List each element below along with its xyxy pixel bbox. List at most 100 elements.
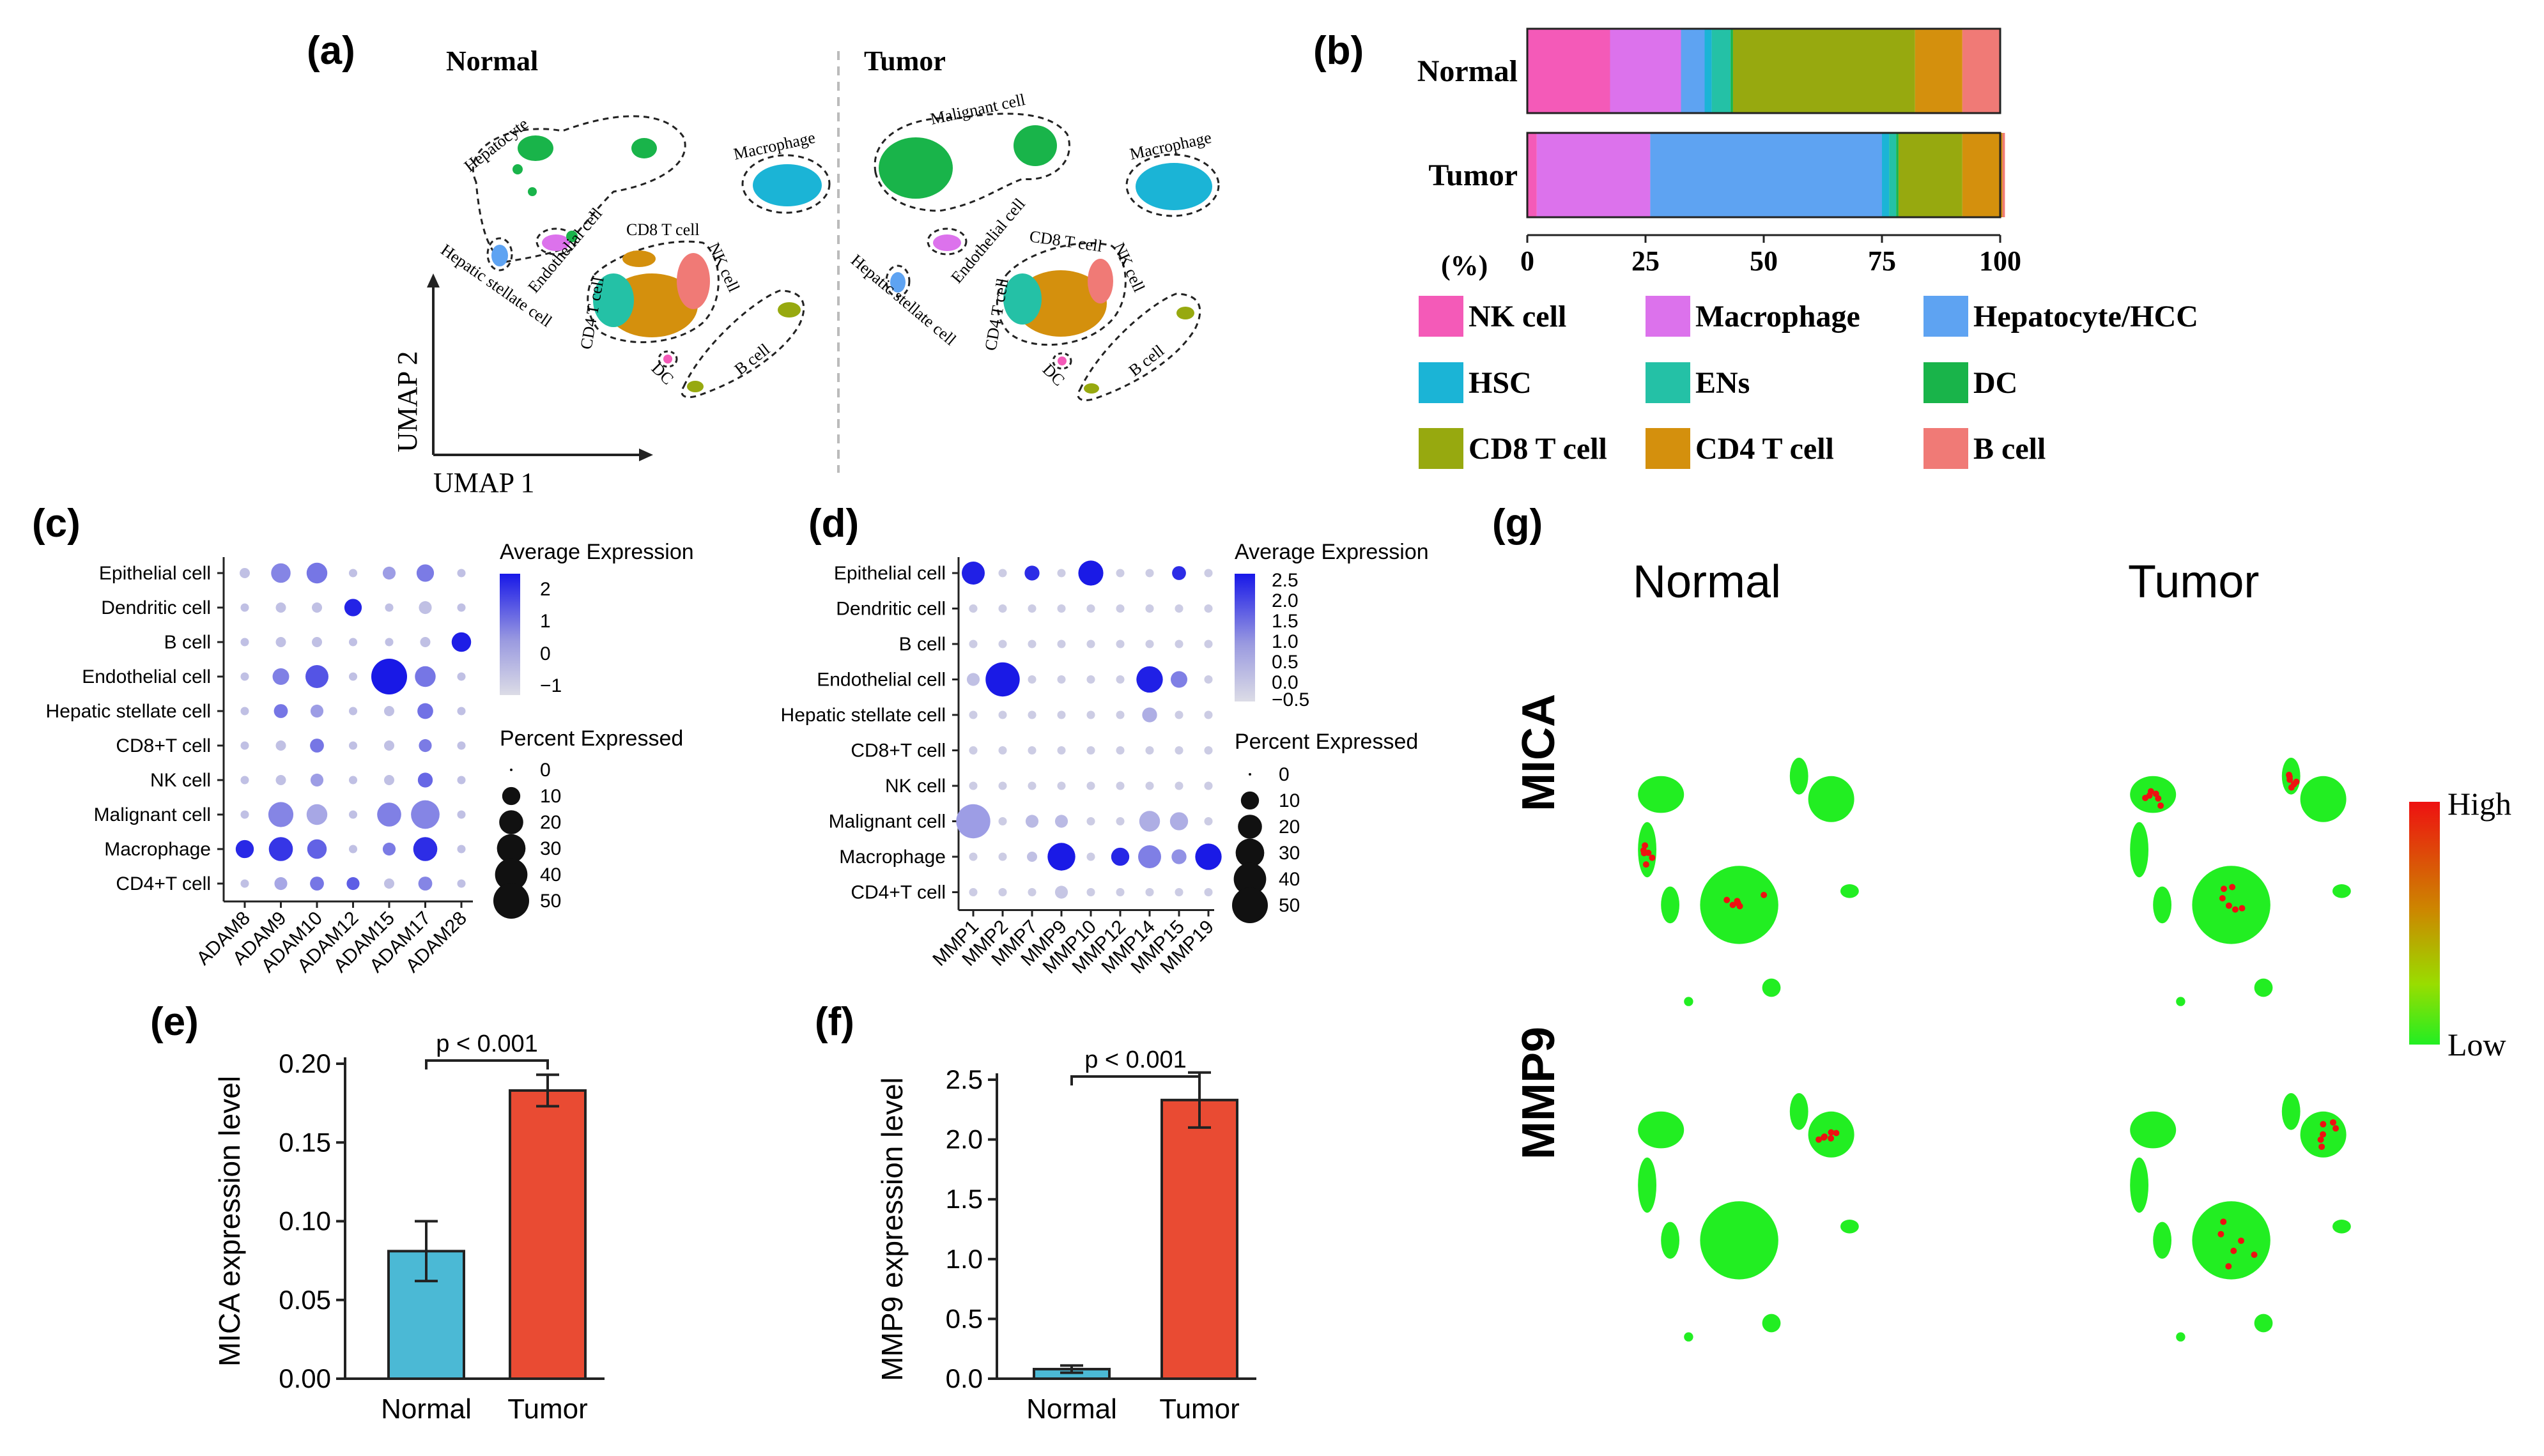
dot-mmp10-0	[1078, 560, 1104, 586]
dot-mmp1-1	[969, 604, 978, 613]
dot-mmp15-9	[1175, 887, 1183, 897]
dot-adam28-0	[457, 569, 466, 578]
umap-cluster	[2300, 776, 2347, 822]
legend-swatch-ens	[1646, 362, 1690, 403]
dot-row-label: Macrophage	[839, 847, 946, 868]
panel-c-expr-title: Average Expression	[500, 540, 694, 564]
dot-mmp1-3	[966, 673, 980, 686]
panel-d-expr-title: Average Expression	[1235, 540, 1429, 564]
panel-d-expr-tick-0: 2.5	[1272, 570, 1299, 591]
dot-mmp15-2	[1175, 640, 1183, 648]
dot-mmp14-4	[1142, 707, 1157, 723]
pct-legend-label: 10	[1279, 790, 1300, 811]
dot-mmp2-7	[998, 816, 1007, 826]
bar-y-tick-label: 0.05	[279, 1285, 331, 1315]
umap-high-cell	[2146, 792, 2153, 799]
umap-cluster	[1638, 822, 1657, 878]
dot-adam15-6	[384, 775, 394, 785]
bar-seg-tumor-dc	[1896, 133, 1899, 217]
umap-high-cell	[2229, 884, 2236, 891]
dot-adam15-8	[382, 842, 396, 856]
dot-mmp14-0	[1145, 569, 1154, 578]
pct-legend-label: 20	[1279, 816, 1300, 838]
endothelial-dot	[566, 231, 578, 242]
bar-seg-tumor-ens	[1889, 133, 1897, 217]
panel-c-dotplot: Epithelial cell Dendritic cell B cell Endot…	[46, 557, 473, 977]
umap-high-cell	[2332, 1125, 2340, 1132]
t-dc-outline	[1052, 352, 1072, 370]
panel-b-axis: 0 25 50 75 100	[1520, 234, 2021, 277]
dot-row-label: NK cell	[150, 770, 211, 791]
umap2-label: UMAP 2	[392, 351, 423, 452]
panel-b-legend: NK cell Macrophage Hepatocyte/HCC HSC ENs DC C…	[1419, 296, 2198, 469]
dot-mmp1-6	[969, 781, 978, 790]
dot-mmp2-9	[998, 887, 1007, 897]
bar-y-tick-label: 0.15	[279, 1127, 331, 1157]
panel-d-expr-tick-3: 1.0	[1272, 631, 1299, 652]
dot-adam28-7	[457, 810, 466, 819]
bcell-cluster-2	[687, 381, 704, 392]
dot-adam9-0	[271, 563, 291, 583]
bar-label-tumor: Tumor	[1428, 158, 1518, 192]
bar-seg-tumor-cd4	[1962, 133, 2003, 217]
normal-nk-label: NK cell	[705, 240, 744, 295]
dot-mmp2-8	[998, 852, 1007, 861]
bar-y-tick-label: 0.20	[279, 1048, 331, 1078]
panel-b-bars: Normal Tumor	[1417, 27, 2005, 218]
dot-mmp1-9	[969, 887, 978, 897]
umap-high-cell	[2225, 1263, 2232, 1270]
dot-row-label: CD8+T cell	[851, 740, 946, 762]
panel-d-expr-tick-5: 0.0	[1272, 672, 1299, 693]
umap-cluster	[1638, 1157, 1657, 1213]
dot-mmp19-8	[1195, 843, 1222, 870]
umap-cluster	[1789, 1093, 1808, 1130]
tumor-malignant-label: Malignant cell	[929, 90, 1027, 128]
dot-adam28-6	[457, 776, 466, 785]
dot-adam8-2	[240, 638, 249, 647]
dot-mmp9-9	[1054, 885, 1068, 899]
dot-mmp1-4	[969, 710, 978, 719]
panel-c-expr-colorbar	[500, 574, 520, 695]
dot-adam15-3	[371, 659, 407, 694]
bar-seg-tumor-nk	[1527, 133, 1537, 217]
dot-row-label: Macrophage	[104, 839, 211, 860]
dot-mmp7-5	[1028, 746, 1037, 755]
dot-adam28-3	[457, 672, 466, 681]
dot-adam8-3	[240, 672, 249, 681]
umap-cluster	[2130, 1111, 2177, 1149]
dot-mmp14-8	[1138, 845, 1161, 868]
legend-label-cd8: CD8 T cell	[1469, 432, 1607, 466]
legend-label-cd4: CD4 T cell	[1695, 432, 1834, 466]
umap-cluster	[2130, 822, 2149, 878]
b-x-tick-label: 0	[1520, 245, 1534, 277]
dot-adam9-1	[275, 602, 286, 613]
umap-high-cell	[1821, 1133, 1828, 1140]
dot-adam10-5	[310, 739, 324, 753]
dot-adam8-9	[240, 879, 249, 888]
bar-seg-tumor-hep	[1650, 133, 1882, 217]
bar-category-label: Normal	[1026, 1393, 1117, 1425]
dot-mmp12-4	[1116, 710, 1125, 719]
dot-adam12-1	[344, 599, 362, 617]
dot-adam8-8	[235, 839, 254, 859]
umap1-label: UMAP 1	[433, 467, 535, 498]
panel-g-row-mmp9: MMP9	[1513, 1027, 1564, 1160]
panel-b: (b) Normal Tumor 0 25 50 75 100 (%) NK cell Ma…	[1313, 27, 2198, 469]
macrophage-cluster	[753, 164, 822, 206]
umap-cluster	[1808, 776, 1854, 822]
panel-e: (e) 0.00 0.05 0.10 0.15 0.20 MICA expression …	[150, 1000, 605, 1425]
dot-mmp12-8	[1111, 847, 1130, 866]
legend-label-bcell: B cell	[1973, 432, 2046, 466]
dot-mmp15-8	[1171, 849, 1187, 864]
dot-row-label: Epithelial cell	[834, 563, 946, 584]
panel-d-label: (d)	[808, 502, 859, 546]
dot-adam8-5	[240, 741, 249, 750]
umap-high-cell	[2317, 1136, 2324, 1143]
dot-mmp10-9	[1086, 887, 1095, 897]
malignant-outline	[874, 112, 1070, 212]
dot-adam17-9	[418, 877, 433, 891]
dot-row-label: Epithelial cell	[99, 563, 211, 584]
dot-adam17-6	[417, 772, 433, 788]
umap-high-cell	[2237, 1238, 2244, 1245]
